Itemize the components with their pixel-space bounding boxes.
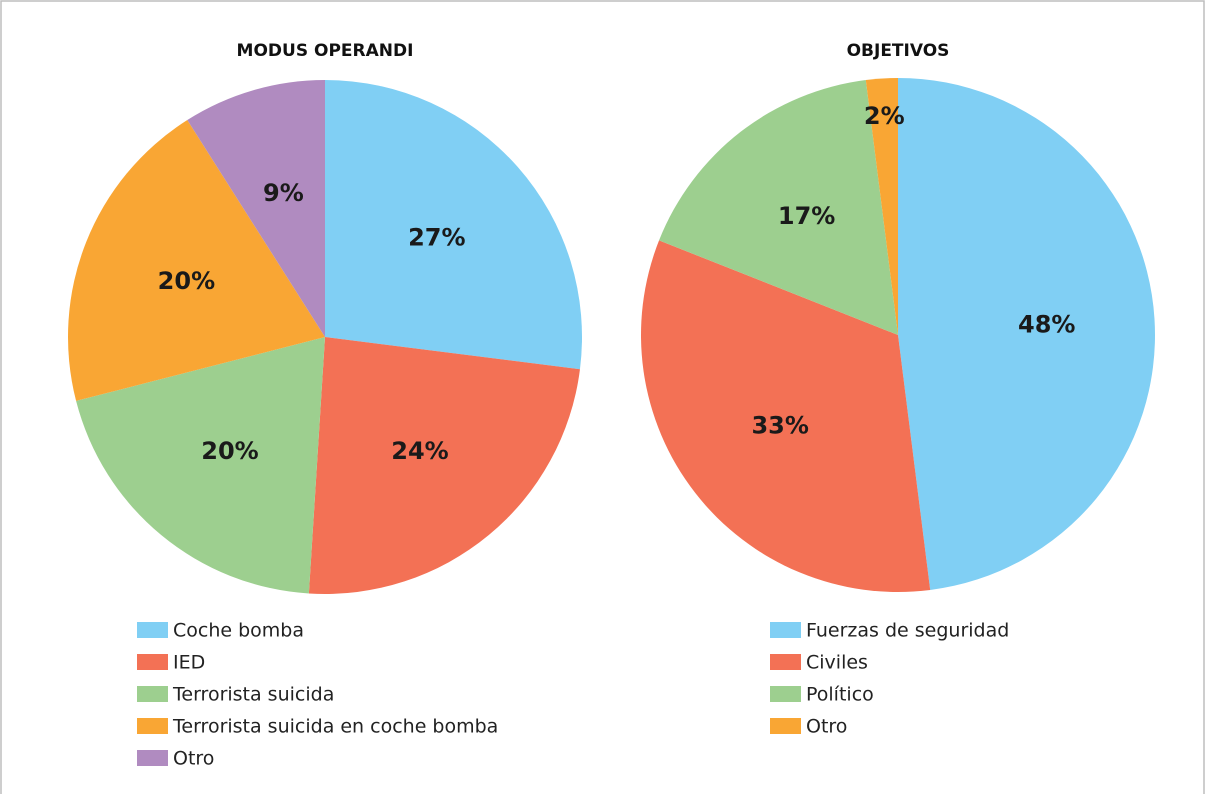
legend-swatch [137, 622, 168, 638]
legend-swatch [137, 750, 168, 766]
chart-title: OBJETIVOS [847, 41, 950, 61]
legend-swatch [770, 654, 801, 670]
legend-swatch [770, 686, 801, 702]
slice-label: 33% [751, 411, 808, 439]
slice-label: 20% [158, 267, 215, 295]
legend-label: Terrorista suicida [172, 684, 334, 706]
slice-label: 24% [391, 437, 448, 465]
legend-swatch [137, 686, 168, 702]
slice-label: 2% [864, 102, 905, 130]
slice-label: 17% [778, 202, 835, 230]
legend-swatch [770, 622, 801, 638]
legend-label: Otro [173, 748, 214, 770]
pie-slice [325, 80, 582, 370]
legend-swatch [137, 718, 168, 734]
slice-label: 20% [201, 437, 258, 465]
slice-label: 27% [408, 223, 465, 251]
pie-slice [865, 78, 898, 335]
pie-slice [898, 78, 1156, 590]
pie-slice [76, 337, 325, 594]
pie-slice [640, 240, 931, 593]
pie-slice [659, 80, 898, 335]
legend-label: Fuerzas de seguridad [806, 620, 1009, 642]
legend-label: Terrorista suicida en coche bomba [172, 716, 498, 738]
slice-label: 48% [1018, 311, 1075, 339]
legend-label: Político [806, 684, 874, 706]
legend-label: Civiles [806, 652, 868, 674]
pie-slice [308, 337, 580, 595]
legend-label: Otro [806, 716, 847, 738]
legend-label: IED [173, 652, 205, 674]
chart-title: MODUS OPERANDI [237, 41, 414, 61]
legend-swatch [770, 718, 801, 734]
slice-label: 9% [263, 179, 304, 207]
legend-swatch [137, 654, 168, 670]
pie-slice [67, 120, 325, 401]
pie-slice [187, 80, 325, 337]
legend-label: Coche bomba [173, 620, 304, 642]
